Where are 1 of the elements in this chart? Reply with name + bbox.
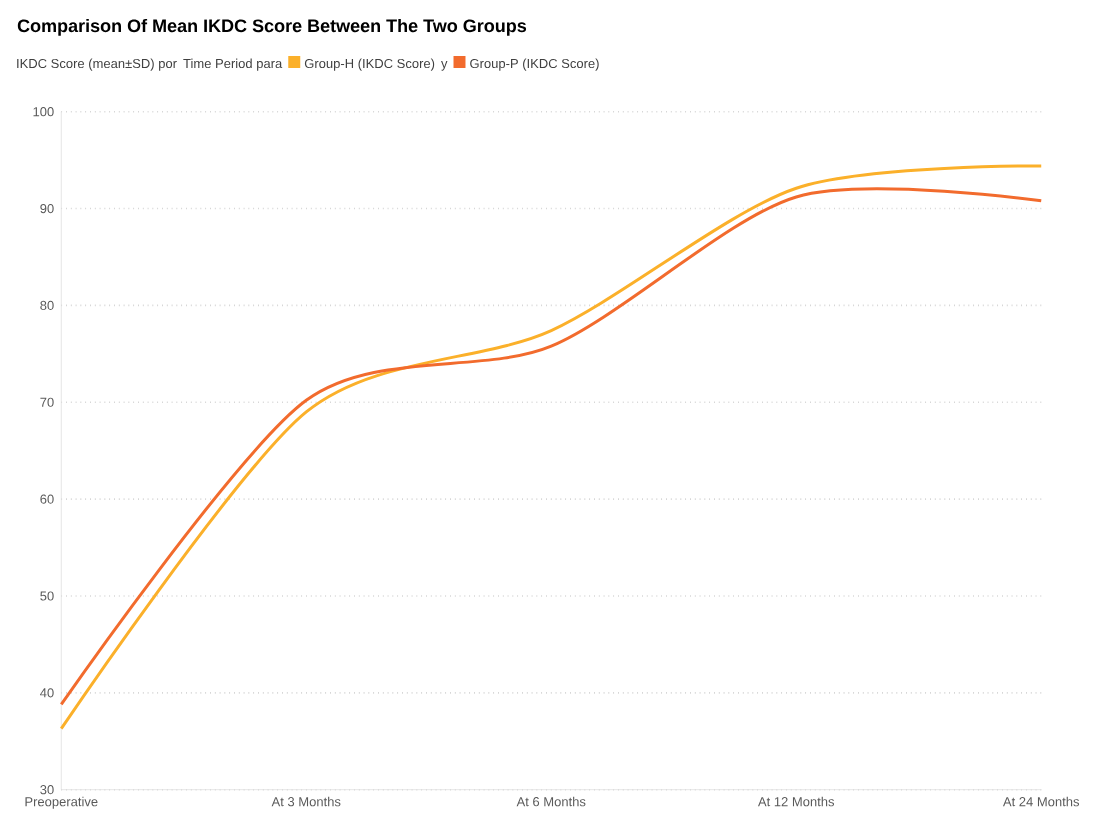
chart-title: Comparison Of Mean IKDC Score Between The Two Groups	[17, 19, 527, 36]
